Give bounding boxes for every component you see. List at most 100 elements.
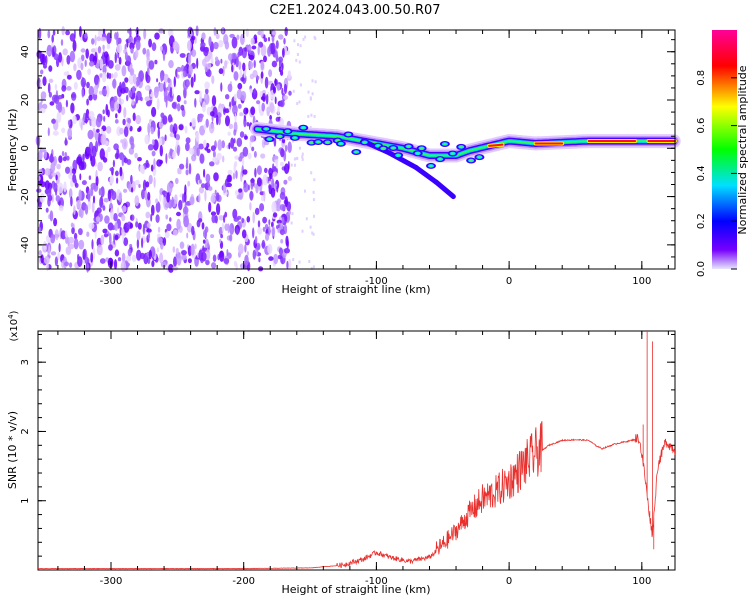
heatmap-noise-cell <box>109 167 115 172</box>
heatmap-noise-cell <box>144 189 148 201</box>
heatmap-noise-cell <box>183 87 187 99</box>
heatmap-noise-cell <box>263 37 268 43</box>
heatmap-noise-cell <box>189 196 195 205</box>
heatmap-noise-cell <box>106 72 110 79</box>
heatmap-noise-cell <box>203 139 207 148</box>
heatmap-noise-cell <box>301 157 304 161</box>
colorbar-gradient <box>712 30 737 269</box>
heatmap-noise-cell <box>246 122 250 127</box>
heatmap-noise-cell <box>286 260 289 270</box>
heatmap-noise-cell <box>251 45 257 50</box>
heatmap-noise-cell <box>312 198 315 202</box>
heatmap-noise-cell <box>52 29 56 36</box>
heatmap-noise-cell <box>51 172 57 177</box>
heatmap-noise-cell <box>206 69 212 78</box>
heatmap-noise-cell <box>218 215 224 221</box>
heatmap-noise-cell <box>165 214 168 220</box>
heatmap-noise-cell <box>169 183 174 188</box>
heatmap-noise-cell <box>256 100 261 105</box>
heatmap-noise-cell <box>90 48 97 53</box>
snr-x-ticks: -300 -200 -100 0 100 <box>57 331 669 587</box>
heatmap-noise-cell <box>53 95 60 104</box>
x-tick-label: 100 <box>632 576 651 587</box>
heatmap-noise-cell <box>91 145 97 158</box>
heatmap-noise-cell <box>229 223 235 235</box>
heatmap-noise-cell <box>268 36 270 42</box>
heatmap-noise-cell <box>130 68 135 76</box>
heatmap-noise-cell <box>160 112 165 119</box>
heatmap-noise-cell <box>183 215 190 228</box>
heatmap-noise-cell <box>151 150 156 157</box>
heatmap-noise-cell <box>110 100 116 112</box>
heatmap-noise-cell <box>134 195 140 207</box>
heatmap-noise-cell <box>64 261 69 267</box>
heatmap-noise-cell <box>86 98 89 106</box>
heatmap-noise-cell <box>233 129 237 136</box>
heatmap-noise-cell <box>248 46 252 51</box>
heatmap-noise-cell <box>40 69 44 75</box>
heatmap-noise-cell <box>178 124 184 131</box>
heatmap-noise-cell <box>203 168 206 178</box>
heatmap-noise-cell <box>141 189 145 200</box>
snr-panel: -300 -200 -100 0 100 1 2 3 Height of straight … <box>6 310 676 596</box>
heatmap-noise-cell <box>70 196 73 207</box>
heatmap-noise-cell <box>122 205 127 213</box>
heatmap-noise-cell <box>284 196 289 208</box>
heatmap-noise-cell <box>129 42 135 50</box>
heatmap-noise-cell <box>290 163 293 167</box>
heatmap-noise-cell <box>96 207 102 214</box>
heatmap-noise-cell <box>39 107 46 114</box>
heatmap-noise-cell <box>169 148 173 157</box>
heatmap-noise-cell <box>264 76 269 89</box>
heatmap-noise-cell <box>112 159 115 168</box>
heatmap-noise-cell <box>238 243 244 255</box>
heatmap-noise-cell <box>280 239 284 244</box>
heatmap-noise-cell <box>287 176 292 182</box>
heatmap-noise-cell <box>73 205 76 216</box>
heatmap-noise-cell <box>94 74 99 86</box>
heatmap-blob <box>451 152 455 155</box>
heatmap-noise-cell <box>190 243 195 256</box>
heatmap-noise-cell <box>96 244 103 256</box>
heatmap-noise-cell <box>203 93 207 100</box>
heatmap-noise-cell <box>205 249 211 261</box>
heatmap-noise-cell <box>199 153 205 164</box>
heatmap-noise-cell <box>283 83 288 94</box>
spectrogram-frame <box>37 29 676 270</box>
heatmap-noise-cell <box>117 257 122 262</box>
heatmap-noise-cell <box>199 179 202 184</box>
heatmap-noise-cell <box>171 102 177 109</box>
heatmap-noise-cell <box>165 153 168 164</box>
heatmap-noise-cell <box>141 237 144 249</box>
heatmap-noise-cell <box>89 53 95 63</box>
heatmap-noise-cell <box>146 228 152 233</box>
heatmap-noise-cell <box>64 137 67 146</box>
heatmap-noise-cell <box>145 211 151 219</box>
heatmap-noise-cell <box>268 224 271 237</box>
heatmap-noise-cell <box>73 232 78 240</box>
heatmap-noise-cell <box>181 250 187 256</box>
heatmap-noise-cell <box>179 163 185 170</box>
heatmap-noise-cell <box>41 53 46 66</box>
heatmap-noise-cell <box>309 225 312 229</box>
heatmap-noise-cell <box>262 174 268 186</box>
heatmap-noise-cell <box>263 140 270 146</box>
heatmap-noise-cell <box>184 184 187 195</box>
heatmap-noise-cell <box>108 60 114 69</box>
colorbar-tick-label: 0.8 <box>696 70 707 86</box>
heatmap-noise-cell <box>298 146 301 150</box>
heatmap-noise-cell <box>275 159 278 169</box>
heatmap-noise-cell <box>225 115 230 127</box>
heatmap-noise-cell <box>85 48 89 59</box>
heatmap-noise-cell <box>101 125 107 132</box>
heatmap-noise-cell <box>64 230 68 238</box>
heatmap-noise-cell <box>210 211 217 216</box>
heatmap-noise-cell <box>246 216 251 223</box>
heatmap-noise-cell <box>224 108 230 114</box>
heatmap-noise-cell <box>161 43 168 56</box>
colorbar-ticks: 0.0 0.2 0.4 0.6 0.8 <box>696 70 737 277</box>
heatmap-noise-cell <box>67 119 71 126</box>
heatmap-noise-cell <box>287 70 292 79</box>
heatmap-noise-cell <box>45 235 50 243</box>
heatmap-noise-cell <box>165 96 168 108</box>
